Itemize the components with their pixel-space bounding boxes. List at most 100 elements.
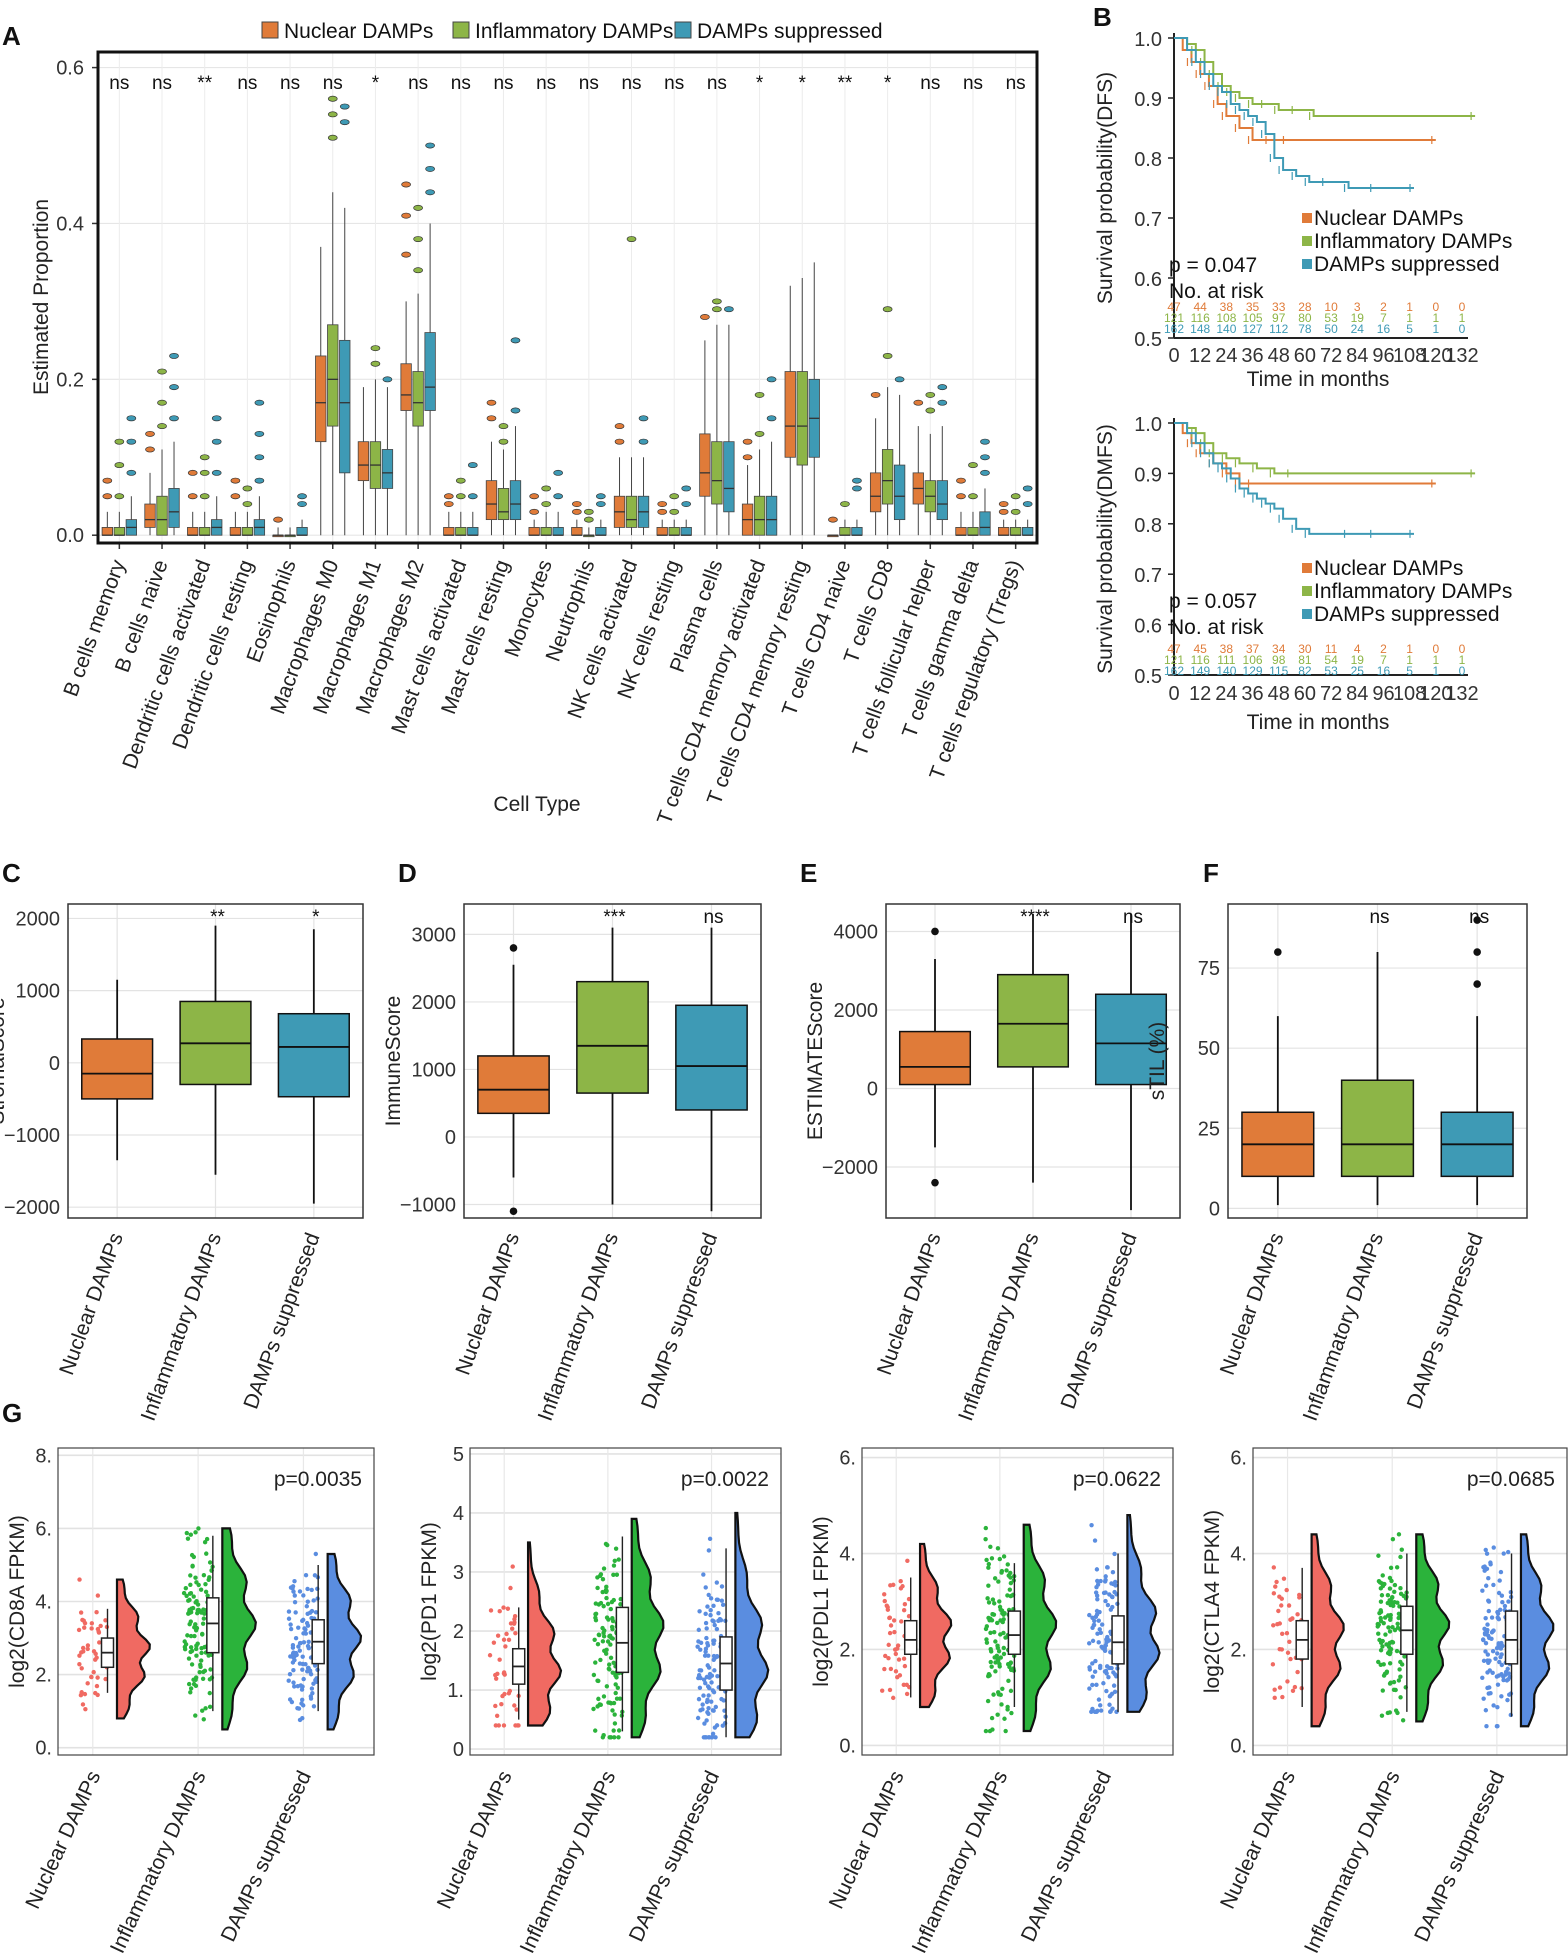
outlier-point xyxy=(571,508,582,515)
p-value: p = 0.047 xyxy=(1169,254,1257,277)
significance-label: ns xyxy=(621,73,641,94)
x-tick-label: 72 xyxy=(1320,683,1342,705)
y-tick-label: 4. xyxy=(839,1544,856,1566)
data-point xyxy=(988,1659,993,1665)
data-point xyxy=(186,1681,192,1687)
outlier-point xyxy=(114,438,125,445)
p-value: p=0.0685 xyxy=(1467,1468,1555,1491)
y-tick-label: 0. xyxy=(1230,1735,1247,1757)
data-point xyxy=(593,1615,598,1620)
data-point xyxy=(293,1635,299,1641)
data-point xyxy=(1388,1617,1393,1623)
risk-count: 121 xyxy=(1164,311,1184,325)
data-point xyxy=(591,1706,596,1712)
x-tick-label: Inflammatory DAMPs xyxy=(954,1230,1043,1424)
data-point xyxy=(493,1703,498,1709)
box xyxy=(277,1012,350,1098)
box xyxy=(996,973,1070,1068)
risk-count: 47 xyxy=(1167,642,1181,656)
risk-count: 47 xyxy=(1167,300,1181,314)
y-tick-label: 4. xyxy=(1230,1544,1247,1566)
y-tick-label: 0 xyxy=(1209,1198,1220,1220)
outlier-point xyxy=(754,391,765,398)
data-point xyxy=(506,1691,512,1696)
data-point xyxy=(596,1632,602,1638)
data-point xyxy=(291,1589,296,1594)
data-point xyxy=(592,1637,597,1643)
y-tick-label: 2 xyxy=(453,1621,464,1643)
risk-count: 28 xyxy=(1298,300,1312,314)
risk-count: 78 xyxy=(1298,322,1312,336)
data-point xyxy=(698,1647,703,1652)
data-point xyxy=(299,1701,304,1706)
data-point xyxy=(1104,1688,1109,1694)
data-point xyxy=(194,1580,199,1585)
data-point xyxy=(706,1653,711,1658)
x-tick-label: DAMPs suppressed xyxy=(1410,1767,1509,1945)
x-tick-label: DAMPs suppressed xyxy=(217,1767,316,1945)
data-point xyxy=(204,1536,210,1542)
risk-count: 0 xyxy=(1459,300,1466,314)
data-point xyxy=(512,1620,517,1625)
data-point xyxy=(1400,1718,1406,1723)
box xyxy=(296,527,308,536)
data-point xyxy=(189,1648,195,1654)
box xyxy=(168,488,180,528)
data-point xyxy=(616,1557,621,1562)
data-point xyxy=(1095,1578,1100,1584)
data-point xyxy=(1396,1678,1402,1683)
risk-count: 19 xyxy=(1351,653,1365,667)
data-point xyxy=(495,1633,501,1638)
data-point xyxy=(191,1677,196,1682)
box xyxy=(711,441,723,505)
data-point xyxy=(79,1666,84,1671)
plot-area xyxy=(98,52,1037,543)
data-point xyxy=(304,1604,310,1609)
survival-curve xyxy=(1174,37,1436,141)
data-point xyxy=(1094,1567,1100,1572)
legend-label: Nuclear DAMPs xyxy=(1314,557,1463,580)
y-tick-label: 1000 xyxy=(16,981,61,1003)
data-point xyxy=(300,1618,305,1624)
plot-area xyxy=(470,1448,781,1755)
y-tick-label: 0.7 xyxy=(1134,565,1162,587)
box xyxy=(998,527,1010,536)
data-point xyxy=(308,1696,314,1701)
outlier-point xyxy=(486,415,497,422)
data-point xyxy=(287,1697,293,1702)
plot-frame xyxy=(469,1447,782,1756)
data-point xyxy=(986,1565,991,1570)
legend-swatch xyxy=(1302,213,1312,223)
risk-count: 34 xyxy=(1272,642,1286,656)
data-point xyxy=(195,1607,200,1613)
legend-swatch xyxy=(1302,586,1312,596)
outlier-point xyxy=(157,423,167,430)
significance-label: ns xyxy=(1006,73,1026,94)
data-point xyxy=(703,1646,709,1652)
data-point xyxy=(1099,1622,1105,1627)
data-point xyxy=(593,1660,598,1665)
data-point xyxy=(188,1645,194,1650)
data-point xyxy=(1380,1638,1385,1644)
data-point xyxy=(309,1686,315,1691)
data-point xyxy=(488,1608,494,1613)
data-point xyxy=(493,1672,498,1678)
outlier-point xyxy=(742,454,753,461)
outlier-point xyxy=(626,236,637,242)
outlier-point xyxy=(254,477,265,484)
data-point xyxy=(704,1718,709,1723)
data-point xyxy=(183,1585,189,1591)
data-point xyxy=(187,1591,193,1596)
significance-label: ** xyxy=(210,907,225,928)
data-point xyxy=(613,1690,618,1696)
risk-count: 54 xyxy=(1324,653,1338,667)
data-point xyxy=(595,1585,600,1591)
data-point xyxy=(986,1583,991,1588)
data-point xyxy=(998,1655,1004,1660)
risk-count: 7 xyxy=(1380,311,1387,325)
y-tick-label: 0.9 xyxy=(1134,89,1162,111)
box xyxy=(1007,1610,1022,1656)
data-point xyxy=(596,1678,601,1684)
data-point xyxy=(199,1646,204,1651)
